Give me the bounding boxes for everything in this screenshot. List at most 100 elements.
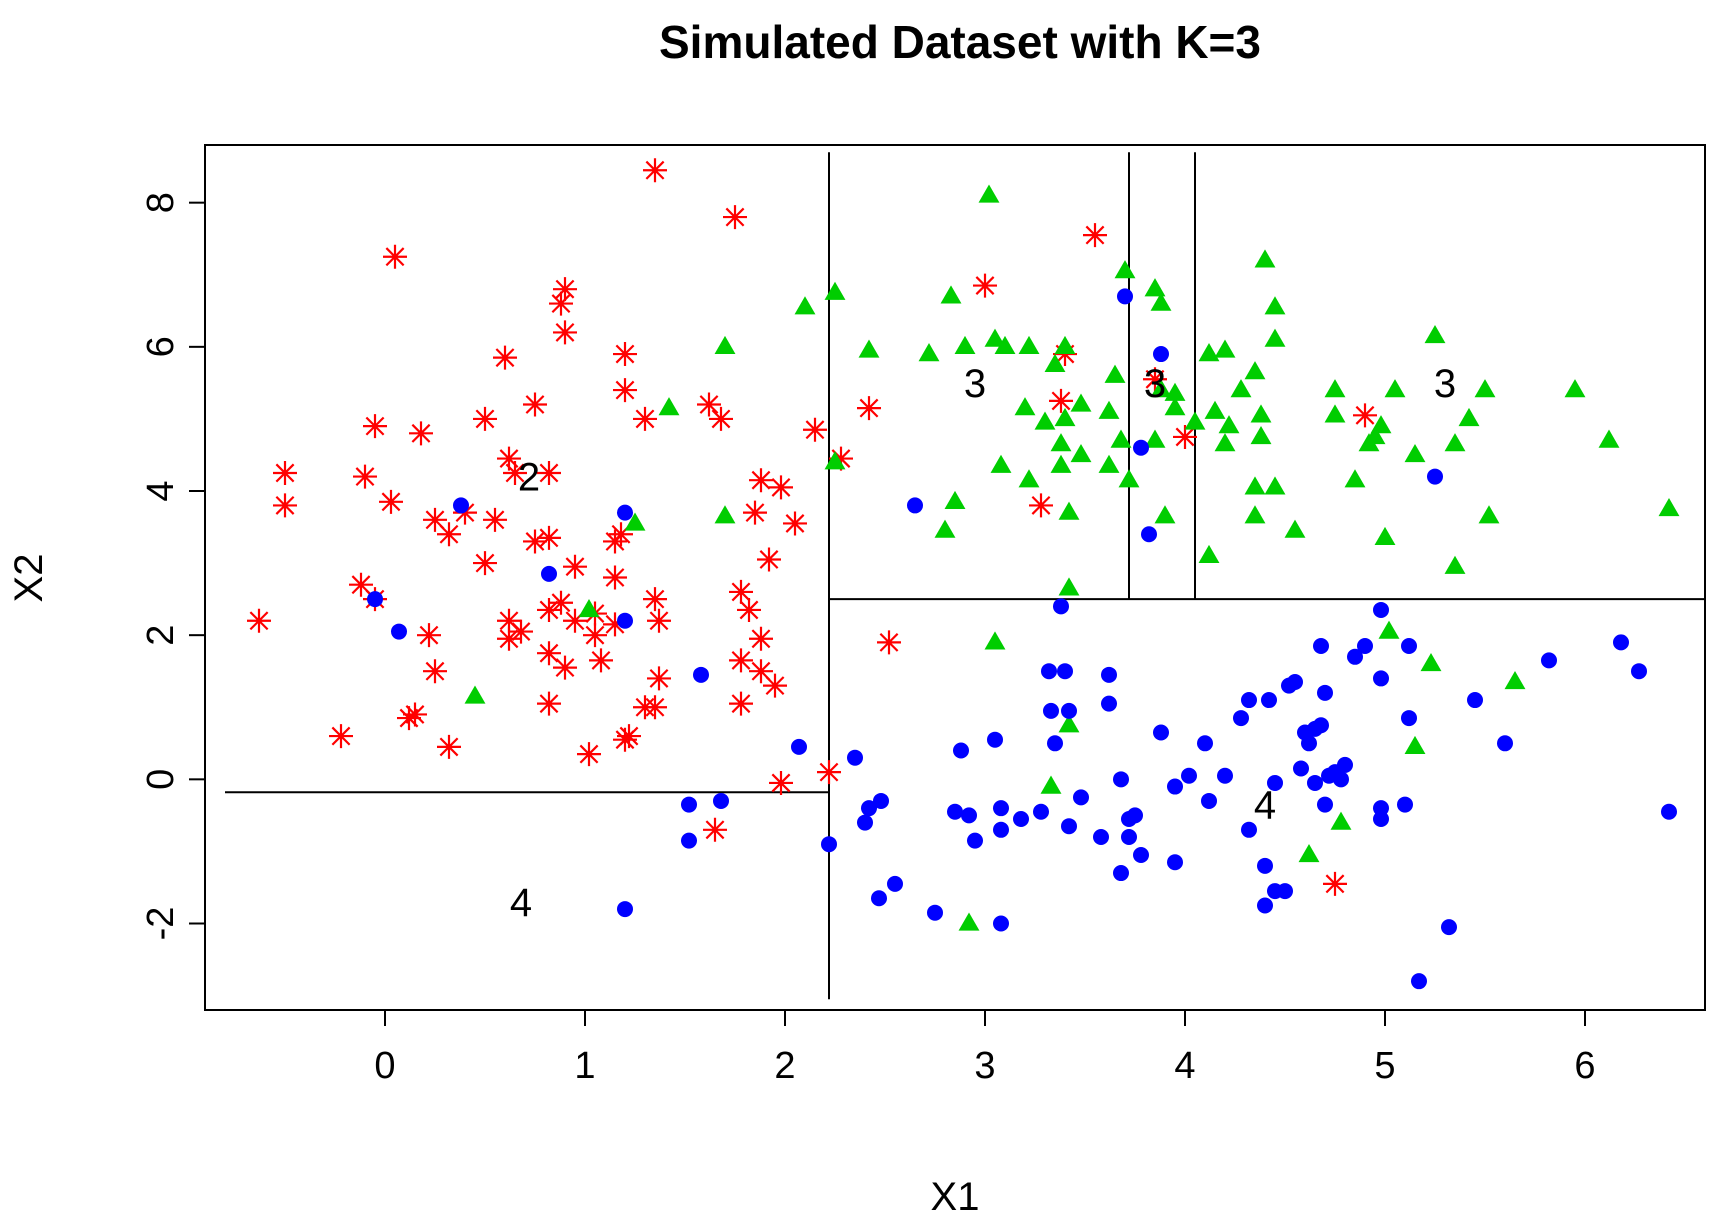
point-asterisk [537, 525, 561, 550]
point-triangle [578, 598, 600, 618]
point-triangle [1254, 249, 1276, 268]
point-circle [947, 803, 963, 820]
point-triangle [824, 451, 846, 470]
point-asterisk [379, 489, 403, 514]
point-circle [1073, 789, 1089, 806]
point-triangle [1118, 469, 1140, 488]
point-circle [367, 591, 383, 608]
point-triangle [464, 685, 486, 704]
point-triangle [1044, 353, 1066, 373]
point-circle [1041, 663, 1057, 680]
point-circle [1373, 670, 1389, 687]
point-asterisk [613, 378, 637, 403]
point-triangle [658, 397, 680, 416]
point-circle [1357, 637, 1373, 654]
point-asterisk [643, 158, 667, 183]
point-triangle [1164, 382, 1186, 401]
point-circle [1127, 807, 1143, 824]
point-triangle [1150, 379, 1172, 398]
point-triangle [1404, 735, 1426, 755]
point-circle [391, 623, 407, 640]
point-asterisk [473, 551, 497, 576]
point-asterisk [553, 277, 577, 302]
point-triangle [1098, 400, 1120, 419]
point-circle [993, 915, 1009, 932]
point-triangle [1250, 425, 1272, 445]
point-circle [791, 738, 807, 755]
point-asterisk [729, 691, 753, 716]
point-circle [617, 901, 633, 918]
point-triangle [1504, 671, 1526, 690]
y-tick-label: 8 [140, 192, 182, 213]
point-asterisk [247, 608, 271, 633]
point-circle [1317, 796, 1333, 813]
point-circle [993, 821, 1009, 838]
point-circle [1053, 598, 1069, 615]
point-triangle [1198, 544, 1220, 564]
point-asterisk [397, 706, 421, 731]
point-triangle [1050, 454, 1072, 473]
point-asterisk [633, 406, 657, 431]
point-circle [681, 796, 697, 813]
point-circle [1497, 735, 1513, 752]
point-circle [993, 800, 1009, 817]
point-asterisk [817, 760, 841, 785]
point-circle [1233, 710, 1249, 727]
point-triangle [1250, 404, 1272, 423]
point-triangle [858, 339, 880, 358]
point-asterisk [437, 522, 461, 547]
point-circle [1293, 760, 1309, 777]
point-triangle [1070, 393, 1092, 412]
plot-frame [204, 144, 1706, 1011]
point-circle [1101, 666, 1117, 683]
point-triangle [1018, 469, 1040, 488]
point-circle [1153, 724, 1169, 741]
point-triangle [1110, 429, 1132, 448]
x-axis: 0 1 2 3 4 5 6 [374, 1010, 1596, 1087]
point-asterisk [857, 396, 881, 421]
point-asterisk [769, 475, 793, 500]
point-circle [1313, 717, 1329, 734]
point-triangle [954, 335, 976, 354]
point-triangle [1214, 433, 1236, 452]
point-triangle [1114, 260, 1136, 279]
point-circle [681, 832, 697, 849]
x-tick-label: 2 [774, 1045, 795, 1087]
point-circle [1401, 637, 1417, 654]
point-circle [541, 565, 557, 582]
point-triangle [1344, 469, 1366, 488]
point-triangle [1420, 653, 1442, 672]
point-asterisk [757, 547, 781, 572]
point-asterisk [577, 742, 601, 767]
point-triangle [624, 512, 646, 531]
point-asterisk [509, 619, 533, 644]
point-circle [1347, 648, 1363, 665]
point-asterisk [589, 648, 613, 673]
point-circle [953, 742, 969, 759]
point-circle [1313, 637, 1329, 654]
point-asterisk [603, 612, 627, 637]
point-circle [617, 504, 633, 521]
point-circle [1307, 774, 1323, 791]
point-triangle [978, 184, 1000, 203]
point-asterisk [537, 641, 561, 666]
point-triangle [714, 335, 736, 354]
point-asterisk [647, 608, 671, 633]
point-triangle [824, 281, 846, 300]
point-circle [1113, 771, 1129, 788]
point-asterisk [273, 493, 297, 518]
point-asterisk [609, 522, 633, 547]
point-asterisk [523, 392, 547, 417]
point-asterisk [403, 702, 427, 727]
point-asterisk [503, 460, 527, 485]
region-label: 3 [964, 362, 986, 406]
x-tick-label: 3 [974, 1045, 995, 1087]
point-circle [871, 890, 887, 907]
point-triangle [1154, 505, 1176, 524]
point-triangle [1658, 498, 1680, 517]
y-axis-label: X2 [7, 554, 51, 603]
point-circle [1631, 663, 1647, 680]
point-triangle [1104, 364, 1126, 383]
point-triangle [1378, 620, 1400, 639]
